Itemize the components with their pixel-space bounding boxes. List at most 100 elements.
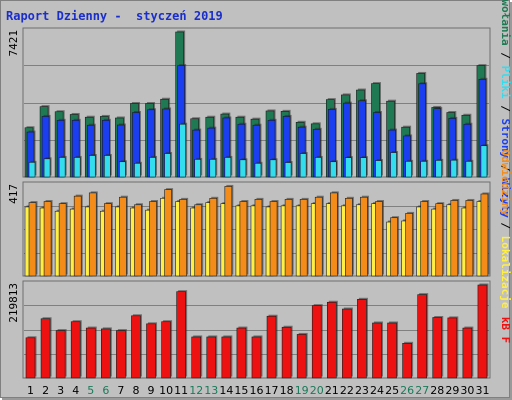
bar-kb-22-face: [342, 308, 352, 379]
bar-strony-17: [269, 158, 278, 178]
bar-kb-17-face: [266, 315, 277, 379]
bar-odwiedziny-17: [269, 200, 279, 277]
bar-kb-19-face: [296, 334, 307, 379]
bar-odwiedziny-19: [299, 197, 309, 277]
bar-odwiedziny-29: [450, 198, 460, 277]
bar-kb-26: [402, 341, 414, 379]
bar-odwiedziny-1-face: [28, 202, 37, 277]
bar-kb-13: [206, 335, 218, 379]
bar-strony-9: [149, 155, 158, 178]
day-label-1: 1: [27, 384, 34, 397]
bar-kb-10: [161, 320, 173, 379]
day-label-26: 26: [400, 384, 414, 397]
bar-strony-7: [119, 160, 127, 178]
bar-strony-16-face: [254, 163, 262, 178]
bar-kb-21-face: [326, 301, 337, 379]
day-label-31: 31: [475, 384, 489, 397]
day-label-19: 19: [295, 384, 309, 397]
day-label-30: 30: [460, 384, 474, 397]
bar-kb-15-face: [236, 327, 247, 379]
bar-odwiedziny-15-face: [239, 201, 248, 277]
bar-odwiedziny-4-face: [73, 195, 82, 277]
bar-kb-3: [55, 329, 67, 379]
bar-kb-4: [70, 320, 82, 379]
bar-odwiedziny-10: [164, 188, 174, 277]
bar-strony-10-face: [164, 153, 171, 178]
bar-odwiedziny-18-face: [284, 199, 293, 277]
day-label-22: 22: [340, 384, 354, 397]
bar-odwiedziny-13: [209, 196, 219, 277]
day-label-4: 4: [72, 384, 79, 397]
day-label-25: 25: [385, 384, 399, 397]
bar-odwiedziny-11: [179, 197, 189, 277]
day-label-16: 16: [250, 384, 264, 397]
bar-odwiedziny-7: [119, 195, 128, 277]
bar-kb-5-face: [85, 327, 96, 379]
bar-odwiedziny-9-face: [149, 201, 157, 277]
bar-kb-21: [326, 300, 338, 379]
bar-strony-16: [254, 161, 263, 178]
bar-odwiedziny-3: [58, 202, 68, 277]
legend-3: kB F: [499, 317, 512, 344]
bar-kb-20-face: [311, 305, 322, 379]
y-max-label: 219813: [7, 283, 20, 323]
bar-strony-21: [329, 160, 338, 178]
bar-kb-11-face: [176, 291, 186, 379]
legend-entry: Lokalizacje: [499, 236, 512, 309]
bar-odwiedziny-26: [405, 211, 415, 277]
bar-odwiedziny-21: [329, 191, 339, 277]
bar-kb-26-face: [402, 343, 412, 379]
day-label-21: 21: [325, 384, 339, 397]
day-label-12: 12: [189, 384, 203, 397]
bar-odwiedziny-1: [28, 201, 38, 277]
bar-odwiedziny-2-face: [43, 201, 52, 277]
bar-strony-8: [134, 161, 142, 178]
bar-kb-5: [85, 326, 97, 379]
bar-kb-31: [477, 283, 489, 379]
bar-strony-3-face: [58, 157, 66, 178]
bar-strony-25: [390, 151, 399, 178]
bar-strony-18-face: [284, 162, 292, 178]
legend-entry: Wizyty: [499, 178, 512, 218]
bar-kb-27-face: [417, 294, 427, 379]
bar-strony-30-face: [465, 161, 473, 178]
day-label-24: 24: [370, 384, 384, 397]
y-max-label: 417: [7, 184, 20, 204]
bar-kb-28-face: [432, 317, 443, 379]
bar-odwiedziny-16-face: [254, 199, 263, 277]
bar-kb-30: [462, 326, 474, 379]
day-label-27: 27: [415, 384, 429, 397]
legend-entry: kB F: [499, 317, 512, 344]
bar-kb-2: [40, 317, 52, 379]
bar-odwiedziny-28-face: [435, 203, 444, 277]
bar-odwiedziny-30-face: [465, 200, 474, 277]
bar-kb-29-face: [447, 317, 458, 379]
bar-odwiedziny-12: [194, 203, 204, 277]
bar-strony-13-face: [209, 159, 217, 178]
bar-strony-5-face: [88, 155, 96, 178]
bar-strony-24-face: [375, 160, 382, 178]
bar-strony-23-face: [360, 157, 367, 178]
bar-kb-7-face: [116, 330, 126, 379]
bar-kb-12-face: [191, 336, 202, 379]
chart-panel-3: [22, 280, 491, 379]
day-label-17: 17: [265, 384, 279, 397]
bar-strony-26-face: [405, 161, 412, 178]
bar-odwiedziny-6: [104, 202, 113, 277]
bar-kb-25-face: [387, 322, 397, 379]
bar-strony-22: [345, 156, 353, 178]
legend-separator: /: [499, 216, 512, 236]
day-label-18: 18: [280, 384, 294, 397]
bar-odwiedziny-10-face: [164, 189, 172, 277]
bar-kb-28: [432, 315, 444, 379]
bar-strony-2-face: [43, 158, 51, 178]
bar-kb-9-face: [146, 323, 156, 379]
day-label-14: 14: [219, 384, 233, 397]
day-label-11: 11: [174, 384, 188, 397]
bar-strony-12: [194, 157, 203, 178]
bar-kb-29: [447, 316, 459, 379]
day-label-28: 28: [430, 384, 444, 397]
day-label-2: 2: [42, 384, 49, 397]
bar-strony-17-face: [269, 159, 277, 178]
